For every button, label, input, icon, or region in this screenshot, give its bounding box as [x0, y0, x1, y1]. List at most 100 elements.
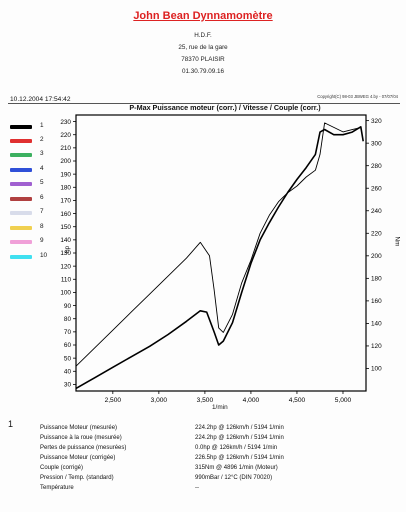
y-left-tick-label: 70	[64, 329, 72, 336]
legend-label: 2	[40, 136, 44, 143]
address-line-1: H.D.F.	[194, 32, 212, 39]
legend-swatch	[10, 226, 32, 230]
x-tick-label: 5,000	[335, 397, 352, 404]
x-tick-label: 3,000	[151, 397, 168, 404]
header-divider	[8, 103, 400, 104]
legend-swatch	[10, 255, 32, 259]
result-label: Puissance Moteur (mesurée)	[40, 425, 118, 431]
result-row: Puissance à la roue (mesurée) 224.2hp @ 1…	[40, 435, 400, 445]
result-label: Puissance à la roue (mesurée)	[40, 435, 122, 441]
series-line-torque	[75, 122, 362, 367]
legend-item: 5	[10, 179, 60, 189]
y-left-tick-label: 170	[60, 198, 71, 205]
result-value: --	[195, 485, 199, 491]
legend-label: 10	[40, 252, 48, 259]
legend-item: 9	[10, 237, 60, 247]
y-right-tick-label: 300	[371, 140, 382, 147]
legend-swatch	[10, 125, 32, 129]
result-value: 226.5hp @ 126km/h / 5194 1/min	[195, 455, 284, 461]
y-left-tick-label: 90	[64, 303, 72, 310]
company-name: John Bean Dynnamomètre	[133, 10, 273, 22]
legend-item: 1	[10, 122, 60, 132]
x-tick-label: 4,000	[243, 397, 260, 404]
series-line-power	[75, 126, 364, 390]
x-axis-label: 1/min	[212, 404, 228, 411]
y-left-tick-label: 130	[60, 250, 71, 257]
y-right-tick-label: 220	[371, 230, 382, 237]
plot-frame	[75, 114, 367, 392]
legend-label: 3	[40, 150, 44, 157]
y-left-tick-label: 210	[60, 145, 71, 152]
y-left-tick-label: 60	[64, 342, 72, 349]
y-right-tick-label: 120	[371, 343, 382, 350]
legend-label: 5	[40, 179, 44, 186]
legend-swatch	[10, 240, 32, 244]
y-left-tick-label: 190	[60, 171, 71, 178]
x-tick-label: 4,500	[289, 397, 306, 404]
y-left-tick-label: 100	[60, 290, 71, 297]
result-row: Pression / Temp. (standard) 990mBar / 12°…	[40, 475, 400, 485]
address-line-2: 25, rue de la gare	[178, 44, 228, 51]
result-value: 315Nm @ 4896 1/min (Moteur)	[195, 465, 278, 471]
legend-label: 6	[40, 194, 44, 201]
y-left-tick-label: 110	[61, 276, 72, 283]
y-left-tick-label: 40	[64, 368, 72, 375]
result-value: 224.2hp @ 126km/h / 5194 1/min	[195, 425, 284, 431]
legend-label: 4	[40, 165, 44, 172]
result-row: Température --	[40, 485, 400, 495]
y-right-tick-label: 100	[371, 366, 382, 373]
legend-swatch	[10, 211, 32, 215]
test-number: 1	[8, 419, 14, 429]
result-row: Pertes de puissance (mesurées) 0.0hp @ 12…	[40, 445, 400, 455]
legend-swatch	[10, 197, 32, 201]
result-row: Puissance Moteur (mesurée) 224.2hp @ 126k…	[40, 425, 400, 435]
y-left-tick-label: 120	[60, 263, 71, 270]
y-left-tick-label: 30	[64, 382, 72, 389]
y-left-tick-label: 80	[64, 316, 72, 323]
legend-swatch	[10, 153, 32, 157]
result-value: 990mBar / 12°C (DIN 70020)	[195, 475, 273, 481]
y-right-tick-label: 160	[371, 298, 382, 305]
result-value: 224.2hp @ 126km/h / 5194 1/min	[195, 435, 284, 441]
result-label: Pertes de puissance (mesurées)	[40, 445, 127, 451]
legend-item: 2	[10, 136, 60, 146]
result-row: Puissance Moteur (corrigée) 226.5hp @ 126…	[40, 455, 400, 465]
legend-item: 10	[10, 252, 60, 262]
legend-item: 8	[10, 223, 60, 233]
legend-label: 7	[40, 208, 44, 215]
address-line-4: 01.30.79.09.16	[181, 68, 225, 75]
result-label: Couple (corrigé)	[40, 465, 84, 471]
legend-label: 9	[40, 237, 44, 244]
y-left-tick-label: 200	[60, 158, 71, 165]
legend-item: 4	[10, 165, 60, 175]
y-left-tick-label: 50	[64, 355, 72, 362]
y-right-tick-label: 240	[371, 208, 382, 215]
legend-item: 7	[10, 208, 60, 218]
result-label: Puissance Moteur (corrigée)	[40, 455, 116, 461]
y-left-tick-label: 230	[60, 119, 71, 126]
result-row: Couple (corrigé) 315Nm @ 4896 1/min (Mote…	[40, 465, 400, 475]
y-left-tick-label: 140	[60, 237, 71, 244]
legend-item: 3	[10, 150, 60, 160]
y-right-tick-label: 320	[371, 118, 382, 125]
chart-title: P-Max Puissance moteur (corr.) / Vitesse…	[129, 103, 321, 112]
legend-swatch	[10, 139, 32, 143]
y-left-tick-label: 180	[60, 184, 71, 191]
legend-swatch	[10, 168, 32, 172]
legend-item: 6	[10, 194, 60, 204]
result-label: Pression / Temp. (standard)	[40, 475, 114, 481]
y-right-tick-label: 140	[371, 321, 382, 328]
copyright-note: Copyright(C) 98-03 JBWEG 4.by - 07/07/04	[317, 94, 398, 99]
result-value: 0.0hp @ 126km/h / 5194 1/min	[195, 445, 278, 451]
legend-label: 1	[40, 122, 44, 129]
x-tick-label: 3,500	[197, 397, 214, 404]
y-left-tick-label: 220	[60, 132, 71, 139]
y-right-tick-label: 280	[371, 163, 382, 170]
y-left-tick-label: 160	[60, 211, 71, 218]
address-line-3: 78370 PLAISIR	[181, 56, 225, 63]
y-right-tick-label: 200	[371, 253, 382, 260]
legend-label: 8	[40, 223, 44, 230]
legend-swatch	[10, 182, 32, 186]
